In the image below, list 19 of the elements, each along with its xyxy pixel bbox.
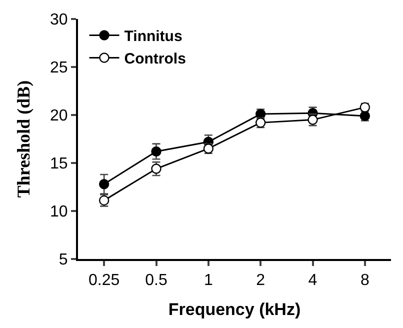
x-tick-label: 0.25: [88, 272, 120, 290]
x-axis-title: Frequency (kHz): [168, 300, 301, 320]
y-tick-label: 15: [50, 156, 68, 173]
y-tick-label: 25: [50, 60, 68, 77]
point: [151, 146, 162, 157]
x-tick-label: 8: [360, 272, 370, 290]
x-tick-label: 4: [308, 272, 318, 290]
y-axis-title: Threshold (dB): [14, 80, 34, 198]
y-tick-label: 10: [50, 204, 68, 221]
y-tick-label: 5: [58, 252, 68, 269]
y-tick-label: 20: [50, 108, 68, 125]
legend-label: Controls: [124, 50, 186, 68]
legend-label: Tinnitus: [124, 28, 182, 46]
point: [151, 164, 162, 174]
point: [98, 179, 110, 190]
y-tick-label: 30: [50, 12, 68, 29]
x-tick-label: 0.5: [145, 272, 168, 290]
x-tick-label: 1: [204, 272, 213, 290]
x-tick-label: 2: [256, 272, 266, 290]
